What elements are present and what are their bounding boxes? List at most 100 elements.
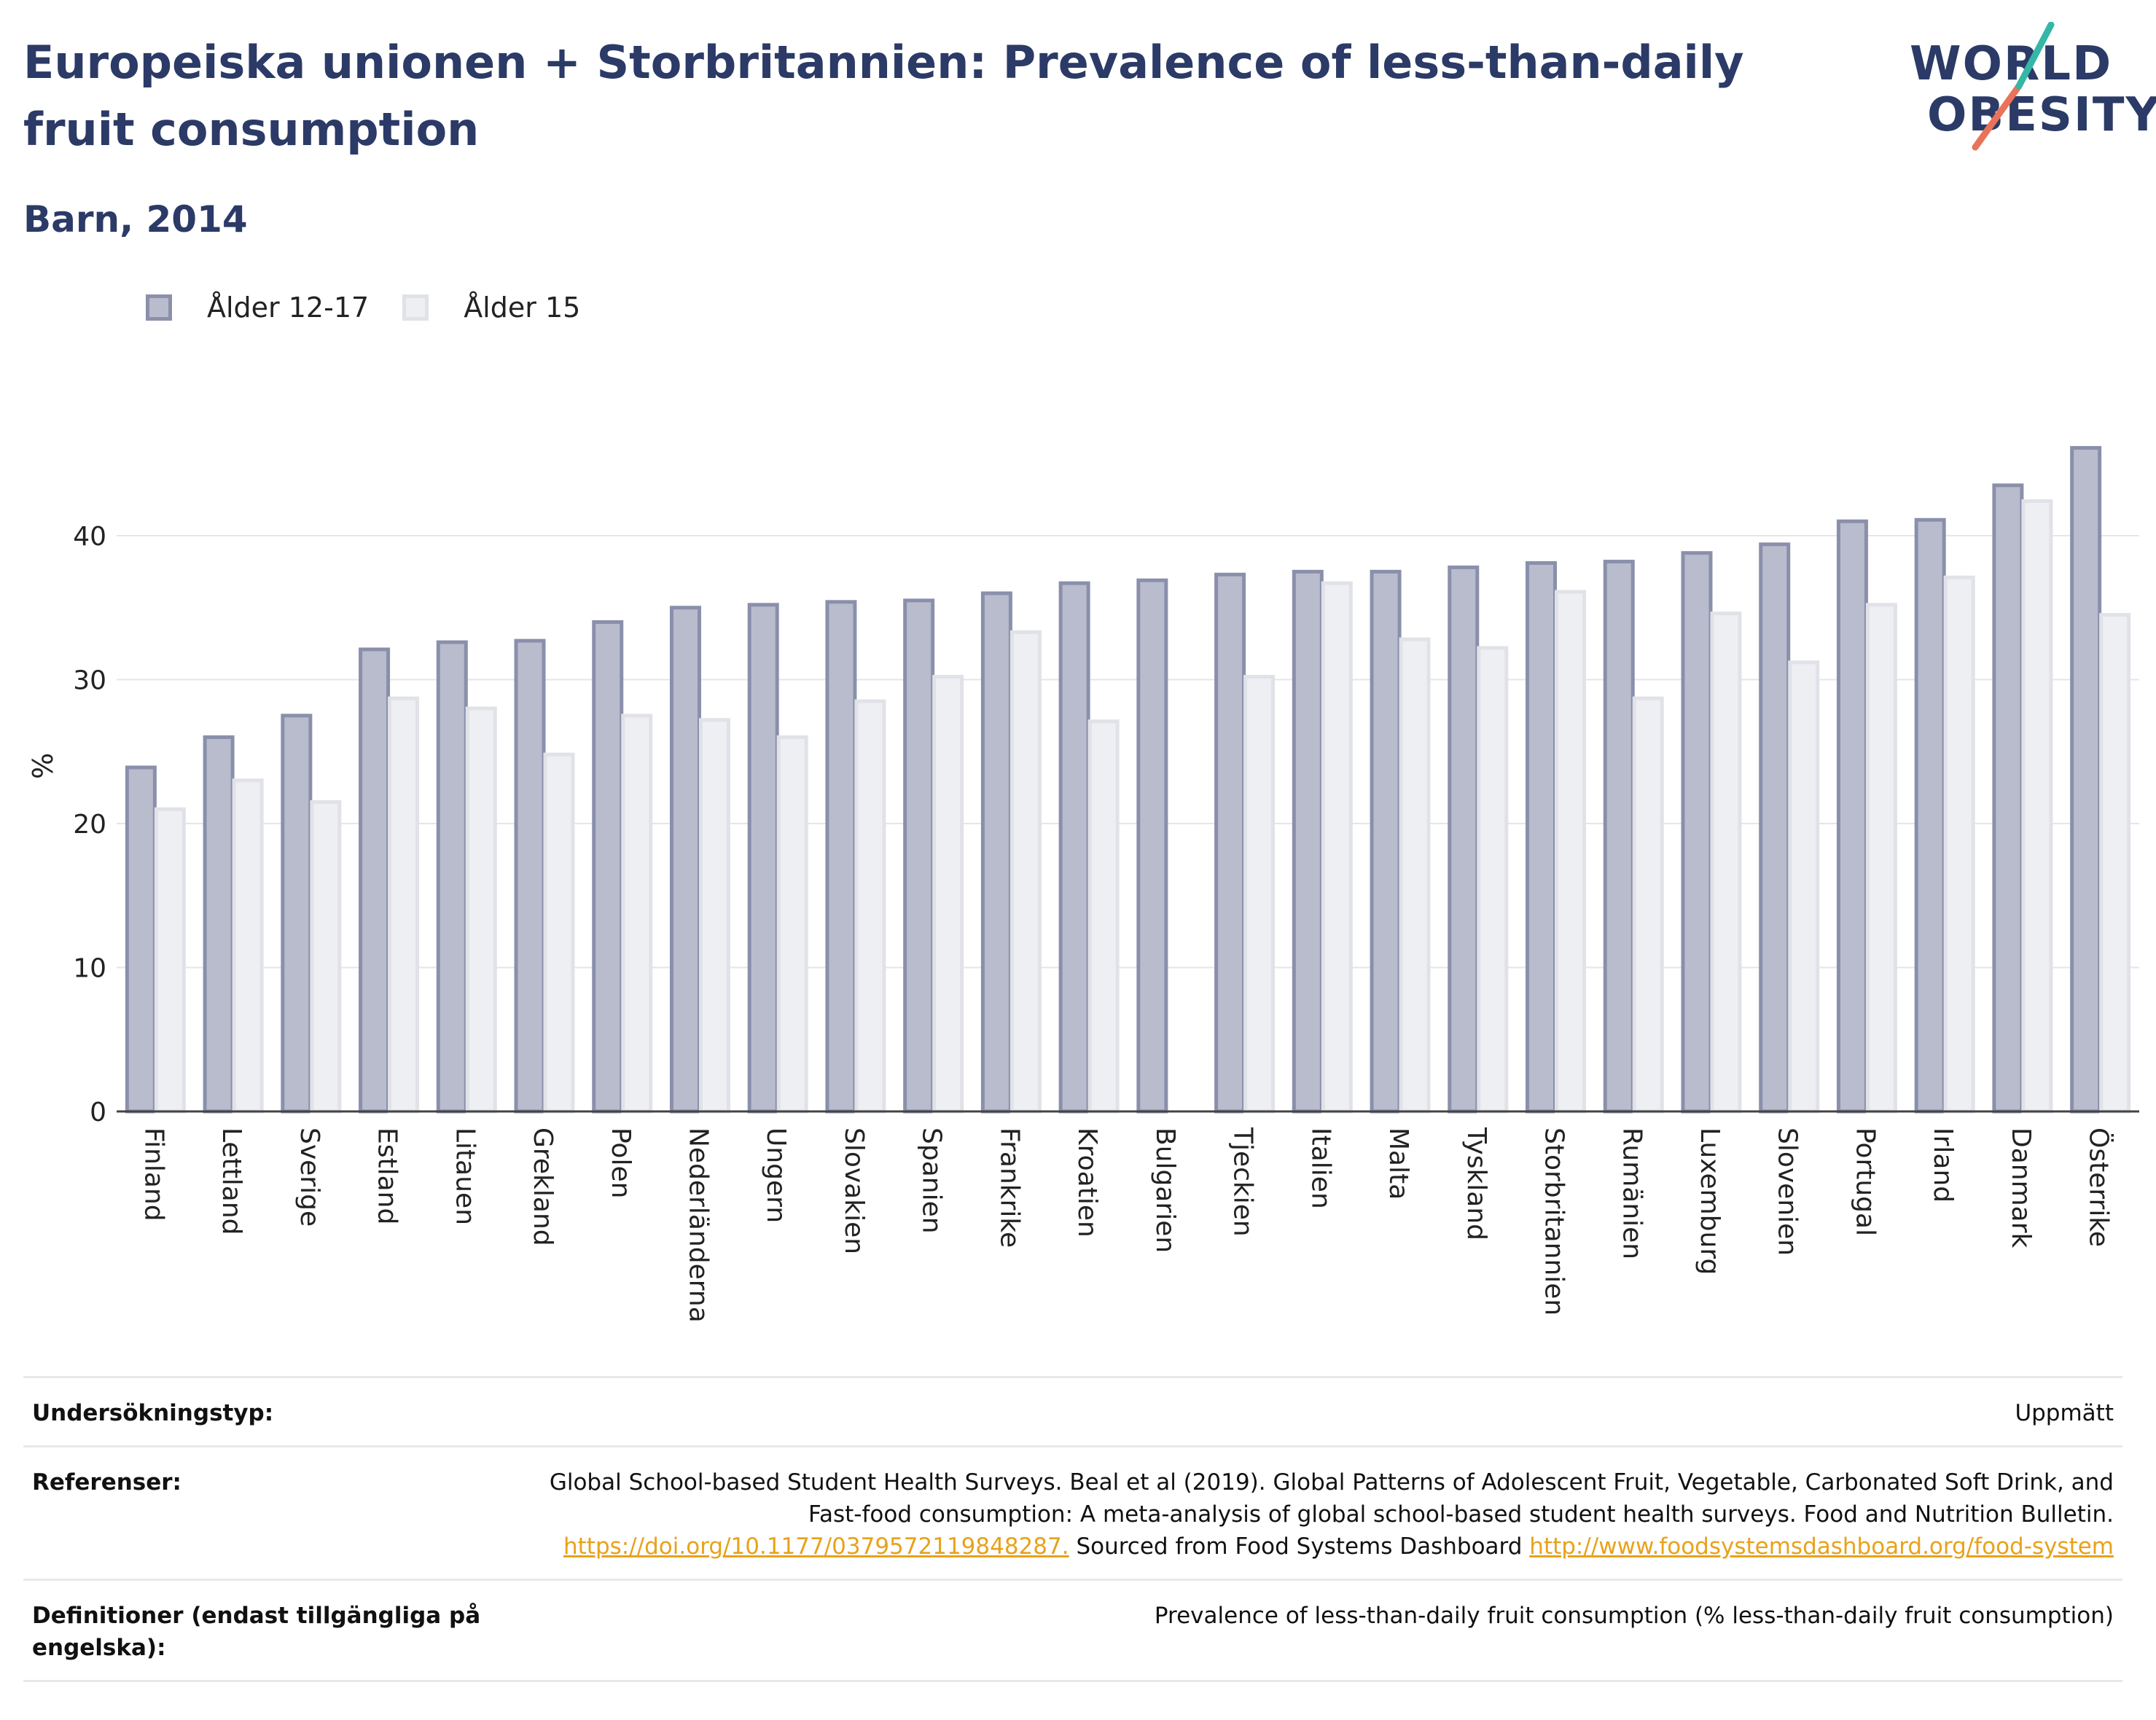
x-tick-label: Ungern (761, 1127, 791, 1223)
bar-series-2 (621, 714, 653, 1114)
bar-series-2 (1243, 675, 1276, 1114)
x-tick-label: Grekland (528, 1127, 558, 1246)
x-tick-label: Luxemburg (1695, 1127, 1725, 1275)
legend-label-series-1: Ålder 12-17 (207, 292, 370, 324)
bar-series-2 (2021, 499, 2053, 1114)
bar-series-2 (1710, 611, 1742, 1114)
bar-series-2 (698, 718, 730, 1114)
legend-swatch-series-2 (402, 294, 429, 321)
x-tick-label: Nederländerna (683, 1127, 713, 1323)
bar-series-1 (1914, 517, 1946, 1114)
bar-series-2 (1555, 590, 1587, 1114)
food-systems-link[interactable]: http://www.foodsystemsdashboard.org/food… (1529, 1533, 2114, 1560)
chart-subtitle: Barn, 2014 (23, 198, 248, 241)
x-tick-label: Kroatien (1072, 1127, 1102, 1238)
info-key-survey-type: Undersökningstyp: (32, 1400, 274, 1426)
y-tick-label: 0 (90, 1098, 106, 1127)
legend-swatch-series-1 (146, 294, 172, 321)
bar-series-2 (1321, 581, 1353, 1114)
x-tick-label: Estland (372, 1127, 402, 1224)
bar-series-2 (1477, 646, 1509, 1114)
bar-series-1 (1526, 561, 1558, 1114)
bar-series-1 (1292, 569, 1324, 1114)
x-tick-label: Sverige (294, 1127, 324, 1227)
x-tick-label: Tyskland (1461, 1127, 1491, 1240)
bar-series-2 (543, 752, 575, 1114)
bar-series-1 (1603, 560, 1635, 1114)
info-value-survey-type: Uppmätt (2015, 1400, 2114, 1426)
bar-series-1 (1370, 569, 1402, 1114)
info-value-definitions: Prevalence of less-than-daily fruit cons… (1154, 1603, 2114, 1629)
x-tick-label: Spanien (917, 1127, 947, 1234)
bar-series-1 (281, 714, 313, 1114)
x-tick-label: Italien (1305, 1127, 1335, 1209)
bar-series-2 (465, 706, 497, 1114)
x-tick-label: Storbritannien (1539, 1127, 1569, 1316)
bar-series-1 (1448, 565, 1480, 1114)
legend-item-series-1[interactable]: Ålder 12-17 (146, 292, 369, 324)
info-value-references: Global School-based Student Health Surve… (510, 1466, 2114, 1563)
bar-series-2 (232, 778, 264, 1114)
bar-series-1 (980, 591, 1012, 1114)
info-key-definitions: Definitioner (endast tillgängliga på eng… (32, 1603, 481, 1661)
reference-source-text: Sourced from Food Systems Dashboard (1076, 1533, 1523, 1560)
x-tick-label: Malta (1383, 1127, 1413, 1200)
bar-series-1 (1759, 542, 1791, 1114)
legend-item-series-2[interactable]: Ålder 15 (402, 292, 580, 324)
bar-series-1 (825, 600, 857, 1114)
info-row-survey-type: Undersökningstyp: Uppmätt (23, 1376, 2122, 1445)
bar-series-2 (310, 800, 342, 1114)
chart-legend: Ålder 12-17 Ålder 15 (146, 292, 614, 324)
bar-series-1 (1836, 519, 1868, 1114)
bar-series-2 (388, 696, 420, 1114)
x-tick-label: Tjeckien (1228, 1127, 1258, 1237)
bar-series-1 (1058, 581, 1090, 1114)
bar-series-2 (1087, 719, 1120, 1114)
doi-link[interactable]: https://doi.org/10.1177/0379572119848287… (563, 1533, 1069, 1560)
bar-chart: 0 10 20 30 40% Finland Lettland Sverige Estland L… (27, 446, 2139, 1323)
x-tick-label: Finland (138, 1127, 168, 1221)
x-tick-label: Rumänien (1617, 1127, 1647, 1259)
info-table: Undersökningstyp: Uppmätt Referenser: Gl… (23, 1376, 2122, 1682)
logo-slash-icon (1972, 22, 2055, 151)
x-tick-label: Litauen (450, 1127, 480, 1225)
bar-series-2 (154, 807, 186, 1114)
x-tick-label: Irland (1928, 1127, 1958, 1203)
bar-series-2 (1943, 575, 1975, 1114)
bar-series-1 (1681, 551, 1713, 1114)
bar-series-2 (1865, 603, 1897, 1114)
y-tick-label: 40 (73, 522, 106, 552)
x-tick-label: Danmark (2006, 1127, 2036, 1248)
bar-series-2 (1009, 630, 1042, 1114)
info-key-references: Referenser: (32, 1469, 181, 1496)
y-tick-label: 20 (73, 810, 106, 840)
bar-series-1 (1992, 483, 2024, 1114)
bar-series-1 (2070, 446, 2102, 1114)
bar-series-1 (125, 765, 157, 1114)
logo-word-2: OBESITY (1927, 88, 2156, 142)
bar-series-2 (1632, 696, 1664, 1114)
bar-series-1 (359, 647, 391, 1114)
bar-series-1 (592, 620, 624, 1114)
y-tick-label: 30 (73, 666, 106, 696)
x-tick-label: Portugal (1850, 1127, 1880, 1236)
legend-label-series-2: Ålder 15 (464, 292, 581, 324)
bar-series-1 (1136, 578, 1168, 1114)
y-tick-label: 10 (73, 954, 106, 984)
bar-series-2 (854, 699, 886, 1114)
bar-series-1 (1214, 572, 1246, 1114)
bar-series-1 (436, 640, 468, 1114)
bar-series-1 (203, 735, 235, 1114)
bar-series-2 (2099, 613, 2131, 1114)
x-tick-label: Bulgarien (1150, 1127, 1180, 1253)
x-tick-label: Slovenien (1773, 1127, 1802, 1256)
x-tick-label: Polen (606, 1127, 636, 1198)
info-row-references: Referenser: Global School-based Student … (23, 1445, 2122, 1579)
bar-series-1 (514, 638, 546, 1114)
bar-series-2 (1399, 637, 1431, 1114)
logo-word-1: WORLD (1910, 37, 2113, 91)
world-obesity-logo[interactable]: WORLD OBESITY (1902, 22, 2156, 153)
bar-series-2 (1788, 660, 1820, 1114)
info-row-definitions: Definitioner (endast tillgängliga på eng… (23, 1579, 2122, 1682)
y-axis-label: % (27, 753, 59, 779)
